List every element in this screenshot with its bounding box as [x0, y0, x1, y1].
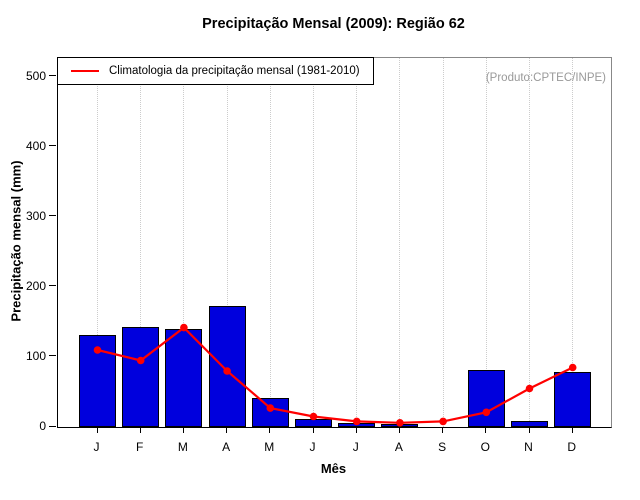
x-tick-label: F	[136, 440, 144, 454]
x-tick	[96, 427, 98, 433]
grid-line	[399, 58, 401, 427]
grid-line	[572, 58, 574, 427]
y-tick	[49, 355, 56, 357]
climatology-point	[266, 404, 275, 412]
climatology-point	[180, 323, 188, 332]
y-tick-label: 400	[25, 138, 46, 153]
chart-title: Precipitação Mensal (2009): Região 62	[202, 16, 465, 32]
climatology-point	[482, 408, 491, 417]
grid-line	[356, 58, 358, 427]
y-tick	[49, 425, 56, 427]
climatology-point	[93, 346, 102, 354]
bar	[122, 326, 160, 427]
x-tick-label: A	[222, 440, 231, 454]
x-tick-label: M	[177, 440, 188, 454]
x-tick-label: J	[309, 440, 316, 454]
grid-line	[140, 58, 142, 427]
x-tick-label: N	[524, 440, 533, 454]
climatology-point	[525, 384, 534, 393]
climatology-point	[568, 363, 577, 372]
climatology-line-layer	[93, 323, 577, 427]
x-tick-label: S	[438, 440, 447, 454]
grid-line	[269, 58, 271, 427]
x-tick-label: J	[93, 440, 100, 454]
y-tick	[49, 215, 56, 217]
y-tick	[49, 285, 56, 287]
bar	[511, 421, 548, 427]
x-tick	[355, 427, 357, 433]
y-tick-label: 200	[25, 278, 46, 293]
x-tick-label: J	[352, 440, 359, 454]
x-tick-label: O	[480, 440, 490, 454]
climatology-point	[223, 367, 231, 375]
grid-line	[226, 58, 228, 427]
y-axis-label: Precipitação mensal (mm)	[8, 160, 24, 322]
bar	[208, 305, 246, 427]
grid-line	[442, 58, 444, 427]
y-tick	[49, 75, 56, 77]
bar	[165, 328, 203, 427]
y-tick-label: 100	[25, 348, 46, 363]
grid-line	[183, 58, 185, 427]
grid-line	[313, 58, 314, 427]
x-tick-label: A	[394, 440, 403, 454]
x-tick	[442, 427, 444, 433]
climatology-line	[97, 326, 574, 424]
x-tick	[312, 427, 314, 433]
bar	[554, 372, 592, 427]
x-tick	[398, 427, 400, 433]
x-tick	[571, 427, 573, 433]
y-tick	[49, 145, 56, 147]
bar	[467, 370, 505, 427]
grid-line	[97, 58, 98, 427]
legend-label: Climatologia da precipitação mensal (198…	[109, 65, 360, 77]
grid-line	[485, 58, 487, 427]
climatology-point	[309, 412, 318, 421]
grid-line	[529, 58, 530, 427]
x-tick	[139, 427, 141, 433]
x-tick-label: D	[567, 440, 577, 454]
x-tick	[485, 427, 487, 433]
climatology-point	[396, 419, 404, 427]
legend: Climatologia da precipitação mensal (198…	[57, 57, 374, 85]
x-tick	[528, 427, 530, 433]
producer-watermark: (Produto:CPTEC/INPE)	[485, 72, 606, 84]
x-tick	[182, 427, 184, 433]
legend-line-sample	[71, 70, 99, 72]
y-tick-label: 0	[39, 419, 46, 433]
x-tick	[269, 427, 271, 433]
y-tick-label: 500	[25, 68, 46, 83]
plot-layers	[58, 58, 611, 427]
climatology-point	[136, 356, 145, 365]
plot-area: (Produto:CPTEC/INPE) Climatologia da pre…	[57, 57, 612, 428]
y-tick-label: 300	[25, 208, 46, 223]
x-tick-label: M	[264, 440, 275, 454]
x-tick	[226, 427, 228, 433]
climatology-point	[352, 417, 361, 426]
climatology-point	[439, 417, 447, 426]
x-axis-label: Mês	[320, 461, 347, 476]
